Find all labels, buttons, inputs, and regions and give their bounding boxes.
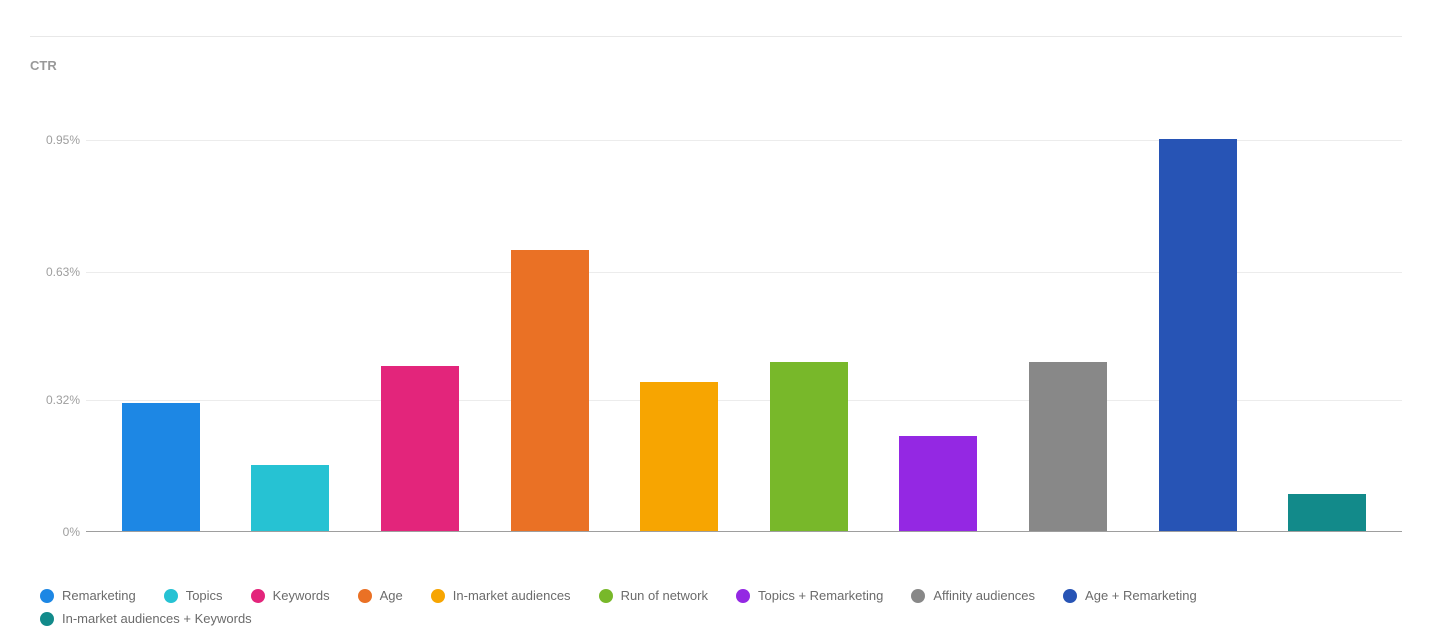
legend-swatch — [40, 589, 54, 603]
legend-item: Remarketing — [40, 588, 136, 603]
bar-column — [1133, 110, 1263, 531]
bar — [251, 465, 329, 531]
bar-column — [744, 110, 874, 531]
legend-label: Affinity audiences — [933, 588, 1035, 603]
y-tick-label: 0.63% — [30, 265, 80, 279]
legend-item: In-market audiences — [431, 588, 571, 603]
legend-item: In-market audiences + Keywords — [40, 611, 252, 626]
y-tick-label: 0.32% — [30, 393, 80, 407]
legend-label: Remarketing — [62, 588, 136, 603]
bar — [381, 366, 459, 531]
legend-label: Topics — [186, 588, 223, 603]
legend-item: Topics — [164, 588, 223, 603]
legend-label: Keywords — [273, 588, 330, 603]
bars — [86, 110, 1402, 531]
bar — [122, 403, 200, 531]
chart-area: 0% 0.32% 0.63% 0.95% — [30, 80, 1402, 540]
legend-item: Age — [358, 588, 403, 603]
bar-column — [874, 110, 1004, 531]
legend-swatch — [40, 612, 54, 626]
plot-area — [86, 110, 1402, 532]
legend-swatch — [911, 589, 925, 603]
bar-column — [485, 110, 615, 531]
legend-swatch — [251, 589, 265, 603]
legend-label: Topics + Remarketing — [758, 588, 883, 603]
legend-label: In-market audiences — [453, 588, 571, 603]
legend-label: Age + Remarketing — [1085, 588, 1197, 603]
bar-column — [1003, 110, 1133, 531]
legend-swatch — [599, 589, 613, 603]
bar-column — [226, 110, 356, 531]
bar — [640, 382, 718, 531]
chart-container: CTR 0% 0.32% 0.63% 0.95% Remarketing Topics K… — [0, 0, 1432, 640]
y-tick-label: 0.95% — [30, 133, 80, 147]
legend-item: Age + Remarketing — [1063, 588, 1197, 603]
bar-column — [614, 110, 744, 531]
legend-swatch — [431, 589, 445, 603]
legend-label: In-market audiences + Keywords — [62, 611, 252, 626]
bar — [1159, 139, 1237, 531]
bar — [899, 436, 977, 531]
bar-column — [96, 110, 226, 531]
bar-column — [1262, 110, 1392, 531]
y-tick-label: 0% — [30, 525, 80, 539]
legend-label: Age — [380, 588, 403, 603]
bar-column — [355, 110, 485, 531]
chart-title: CTR — [30, 58, 57, 73]
legend-item: Keywords — [251, 588, 330, 603]
legend-item: Topics + Remarketing — [736, 588, 883, 603]
divider — [30, 36, 1402, 37]
bar — [511, 250, 589, 531]
legend-swatch — [736, 589, 750, 603]
legend-swatch — [164, 589, 178, 603]
bar — [1288, 494, 1366, 531]
legend-swatch — [358, 589, 372, 603]
legend: Remarketing Topics Keywords Age In-market au… — [40, 588, 1402, 626]
legend-item: Run of network — [599, 588, 708, 603]
legend-swatch — [1063, 589, 1077, 603]
bar — [770, 362, 848, 531]
bar — [1029, 362, 1107, 531]
legend-label: Run of network — [621, 588, 708, 603]
legend-item: Affinity audiences — [911, 588, 1035, 603]
